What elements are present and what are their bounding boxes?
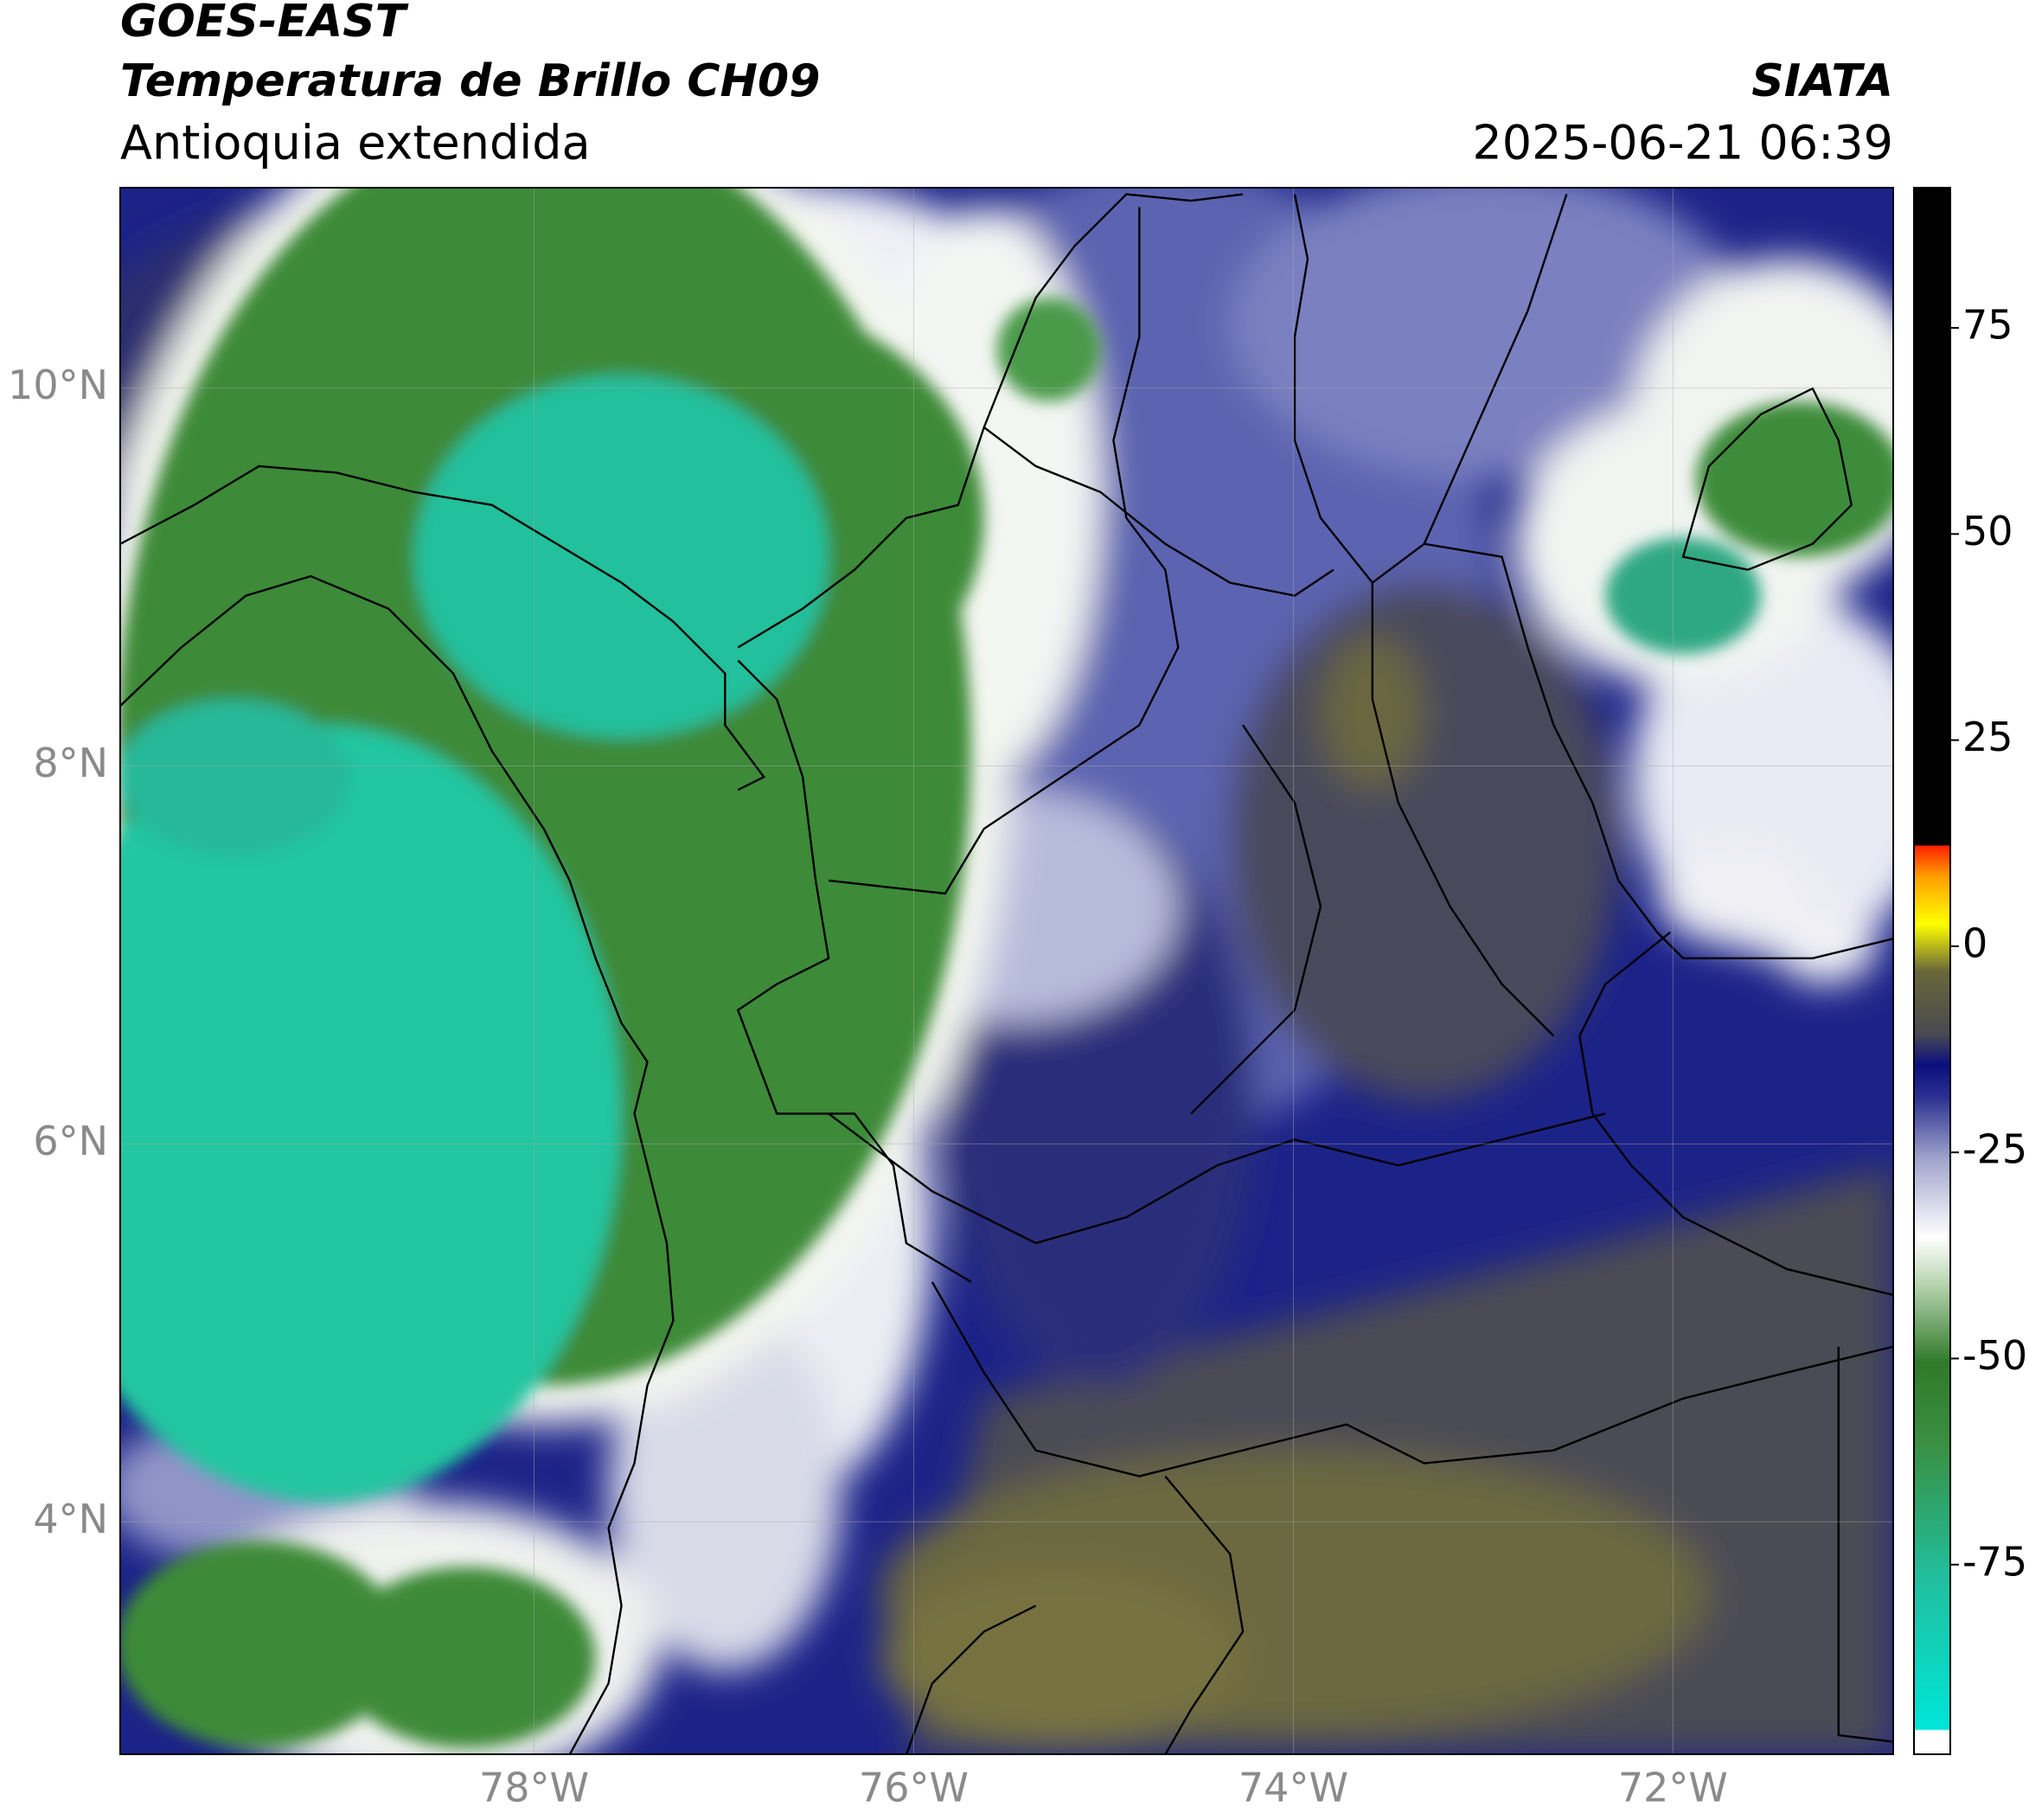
lat-tick-label: 6°N bbox=[33, 1118, 108, 1164]
source: SIATA bbox=[1751, 55, 1893, 107]
axes: 78°W 76°W 74°W 72°W 10°N 8°N 6°N 4°N 75 50 25 0 -25 -… bbox=[8, 302, 2027, 1811]
lat-tick-label: 4°N bbox=[33, 1496, 108, 1542]
lon-tick-label: 72°W bbox=[1618, 1765, 1728, 1811]
colorbar-tick-label: -75 bbox=[1962, 1538, 2027, 1585]
colorbar bbox=[1913, 187, 1951, 1755]
lat-tick-label: 10°N bbox=[8, 362, 108, 408]
colorbar-tick-label: 50 bbox=[1962, 508, 2013, 554]
colorbar-tick-label: -50 bbox=[1962, 1332, 2027, 1379]
graticule bbox=[120, 188, 1893, 1754]
map-frame bbox=[119, 187, 1894, 1755]
satellite-image bbox=[120, 188, 1893, 1754]
colorbar-tick-label: 0 bbox=[1962, 920, 1987, 966]
region: Antioquia extendida bbox=[120, 116, 591, 170]
title: GOES-EAST bbox=[120, 0, 409, 48]
lon-tick-label: 78°W bbox=[479, 1765, 589, 1811]
lon-tick-label: 74°W bbox=[1239, 1765, 1348, 1811]
colorbar-tick-label: -25 bbox=[1962, 1126, 2027, 1173]
timestamp: 2025-06-21 06:39 bbox=[1472, 116, 1893, 170]
colorbar-tick-label: 25 bbox=[1962, 714, 2013, 760]
colorbar-tick-label: 75 bbox=[1962, 302, 2013, 349]
subtitle: Temperatura de Brillo CH09 bbox=[120, 55, 820, 107]
lat-tick-label: 8°N bbox=[33, 740, 108, 786]
lon-tick-label: 76°W bbox=[859, 1765, 969, 1811]
